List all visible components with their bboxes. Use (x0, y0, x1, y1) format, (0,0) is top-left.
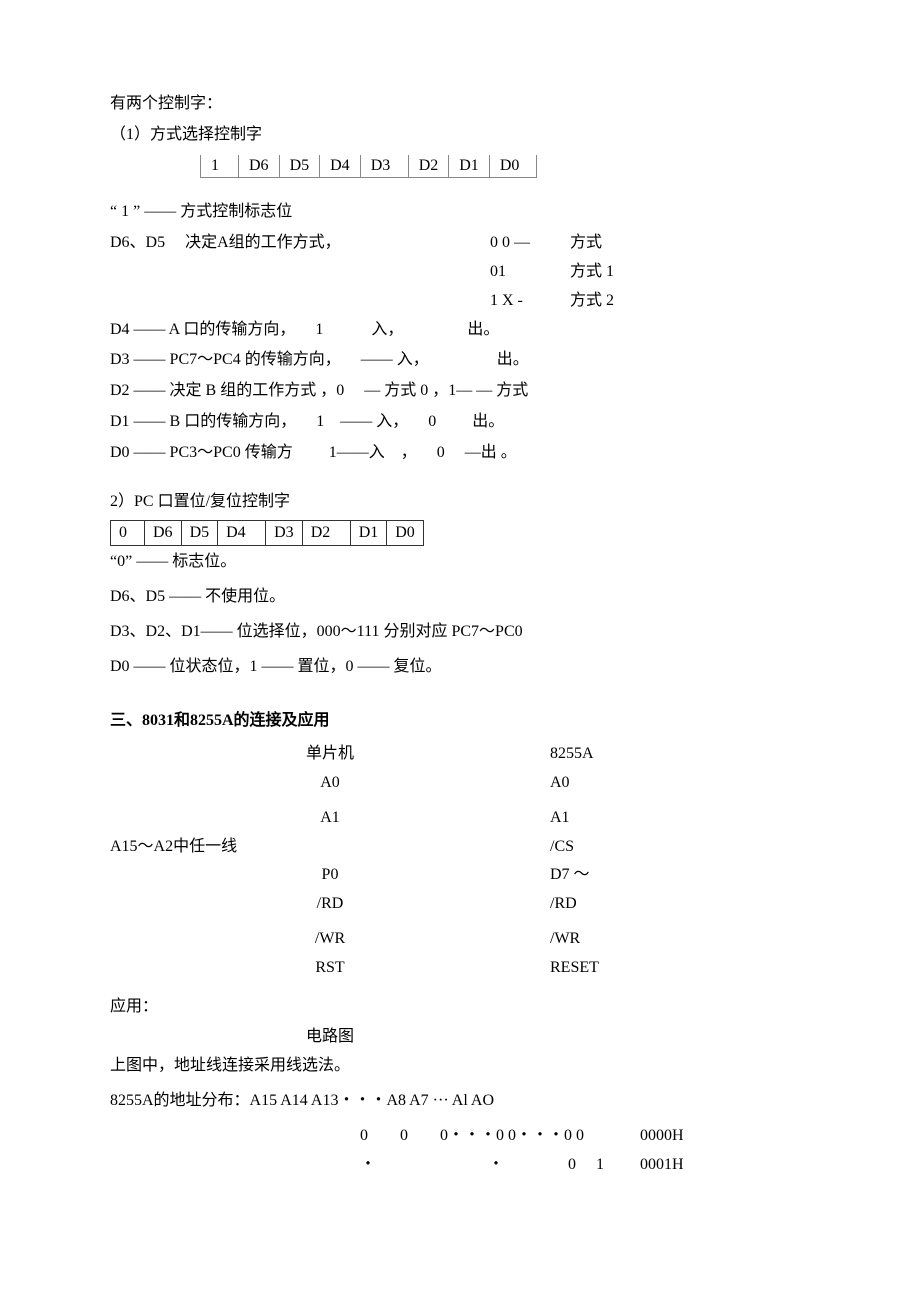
conn-mcu-pin: A0 (250, 769, 410, 798)
mode-d6d5-label: D6、D5 决定A组的工作方式， (110, 229, 490, 258)
mode-code: 0 0 — (490, 229, 570, 258)
conn-row: /RD/RD (110, 890, 810, 919)
conn-left: A15～A2中任一线 (110, 833, 250, 862)
conn-empty (410, 861, 550, 890)
conn-8255a-pin: RESET (550, 954, 670, 983)
pc-bit-table: 0 D6 D5 D4 D3 D2 D1 D0 (110, 520, 424, 546)
bit-cell: 1 (200, 155, 238, 177)
conn-empty (410, 925, 550, 954)
conn-8255a-pin: A0 (550, 769, 670, 798)
mode-code: 01 (490, 258, 570, 287)
pc-title: 2）PC 口置位/复位控制字 (110, 488, 810, 517)
mode-d2-line: D2 —— 决定 B 组的工作方式 ，0 — 方式 0 ，1— — 方式 (110, 377, 810, 406)
conn-8255a-pin: A1 (550, 804, 670, 833)
mode-name: 方式 1 (570, 258, 690, 287)
mode-d0-line: D0 —— PC3～PC0 传输方 1——入 ， 0 —出 。 (110, 439, 810, 468)
app-label: 应用： (110, 993, 810, 1022)
addr-empty (110, 1151, 360, 1180)
pc-l1: “0” —— 标志位。 (110, 548, 810, 577)
addr-title: 8255A的地址分布：A15 A14 A13・・・A8 A7 ··· Al AO (110, 1087, 810, 1116)
conn-8255a-pin: /WR (550, 925, 670, 954)
addr-bits: ・ ・ 0 1 (360, 1151, 640, 1180)
bit-cell: D3 (360, 155, 408, 177)
bit-cell: D6 (238, 155, 279, 177)
conn-left (110, 954, 250, 983)
bit-cell: D2 (303, 521, 351, 545)
conn-row: A0 A0 (110, 769, 810, 798)
bit-cell: 0 (111, 521, 145, 545)
pc-l4: D0 —— 位状态位，1 —— 置位，0 —— 复位。 (110, 653, 810, 682)
addr-hex: 0001H (640, 1151, 730, 1180)
conn-empty (410, 833, 550, 862)
bit-cell: D5 (182, 521, 219, 545)
conn-mcu-pin: A1 (250, 804, 410, 833)
section-pc-control: 2）PC 口置位/复位控制字 0 D6 D5 D4 D3 D2 D1 D0 “0… (110, 488, 810, 682)
conn-8255a-pin: D7 ～ (550, 861, 670, 890)
section-connection: 三、8031和8255A的连接及应用 单片机 8255A A0A0A1A1A15… (110, 707, 810, 1179)
conn-row: A15～A2中任一线/CS (110, 833, 810, 862)
bit-cell: D0 (387, 521, 423, 545)
mode-flag-line: “ 1 ” —— 方式控制标志位 (110, 198, 810, 227)
conn-left (110, 925, 250, 954)
mode-d3-line: D3 —— PC7～PC4 的传输方向， —— 入， 出。 (110, 346, 810, 375)
conn-row: RST RESET (110, 954, 810, 983)
addr-empty (110, 1122, 360, 1151)
pc-l2: D6、D5 —— 不使用位。 (110, 583, 810, 612)
conn-left (110, 804, 250, 833)
bit-cell: D1 (351, 521, 388, 545)
addr-bits: 0 0 0・・・0 0・・・0 0 (360, 1122, 640, 1151)
conn-empty (110, 1023, 250, 1052)
conn-mcu-pin: /WR (250, 925, 410, 954)
conn-mcu-pin (250, 833, 410, 862)
bit-cell: D3 (266, 521, 303, 545)
note-line: 上图中，地址线连接采用线选法。 (110, 1052, 810, 1081)
connection-table: 单片机 8255A A0A0A1A1A15～A2中任一线/CSP0D7 ～/RD… (110, 740, 810, 982)
intro-line: 有两个控制字： (110, 90, 810, 119)
conn-row: A1 A1 (110, 804, 810, 833)
conn-row: P0 D7 ～ (110, 861, 810, 890)
mode-name: 方式 (570, 229, 690, 258)
bit-cell: D4 (319, 155, 360, 177)
conn-empty (410, 954, 550, 983)
mode-d4-line: D4 —— A 口的传输方向， 1 入， 出。 (110, 316, 810, 345)
conn-left (110, 890, 250, 919)
mode-bit-table: 1 D6 D5 D4 D3 D2 D1 D0 (200, 155, 537, 178)
bit-cell: D1 (448, 155, 489, 177)
mode-name: 方式 2 (570, 287, 690, 316)
conn-mcu-pin: P0 (250, 861, 410, 890)
bit-cell: D0 (489, 155, 537, 177)
bit-cell: D4 (218, 521, 266, 545)
mode-code: 1 X - (490, 287, 570, 316)
bit-cell: D5 (279, 155, 320, 177)
mode-empty (110, 287, 490, 316)
mode-description: “ 1 ” —— 方式控制标志位 D6、D5 决定A组的工作方式， 0 0 — … (110, 198, 810, 467)
conn-row: /WR/WR (110, 925, 810, 954)
sec3-title: 三、8031和8255A的连接及应用 (110, 707, 810, 736)
pc-l3: D3、D2、D1—— 位选择位，000～111 分别对应 PC7～PC0 (110, 618, 810, 647)
conn-empty (410, 740, 550, 769)
addr-row: 0 0 0・・・0 0・・・0 00000H (110, 1122, 810, 1151)
conn-head-8255a: 8255A (550, 740, 670, 769)
conn-left (110, 861, 250, 890)
addr-hex: 0000H (640, 1122, 730, 1151)
conn-empty (410, 769, 550, 798)
conn-empty (410, 890, 550, 919)
conn-empty (410, 804, 550, 833)
addr-row: ・ ・ 0 10001H (110, 1151, 810, 1180)
mode-d1-line: D1 —— B 口的传输方向， 1 —— 入， 0 出。 (110, 408, 810, 437)
bit-cell: D2 (408, 155, 449, 177)
conn-8255a-pin: /CS (550, 833, 670, 862)
conn-mcu-pin: RST (250, 954, 410, 983)
mode-empty (110, 258, 490, 287)
circuit-label: 电路图 (250, 1023, 410, 1052)
conn-mcu-pin: /RD (250, 890, 410, 919)
sub1-line: （1）方式选择控制字 (110, 121, 810, 150)
bit-cell: D6 (145, 521, 182, 545)
conn-left (110, 769, 250, 798)
conn-head-mcu: 单片机 (250, 740, 410, 769)
conn-empty (110, 740, 250, 769)
conn-8255a-pin: /RD (550, 890, 670, 919)
